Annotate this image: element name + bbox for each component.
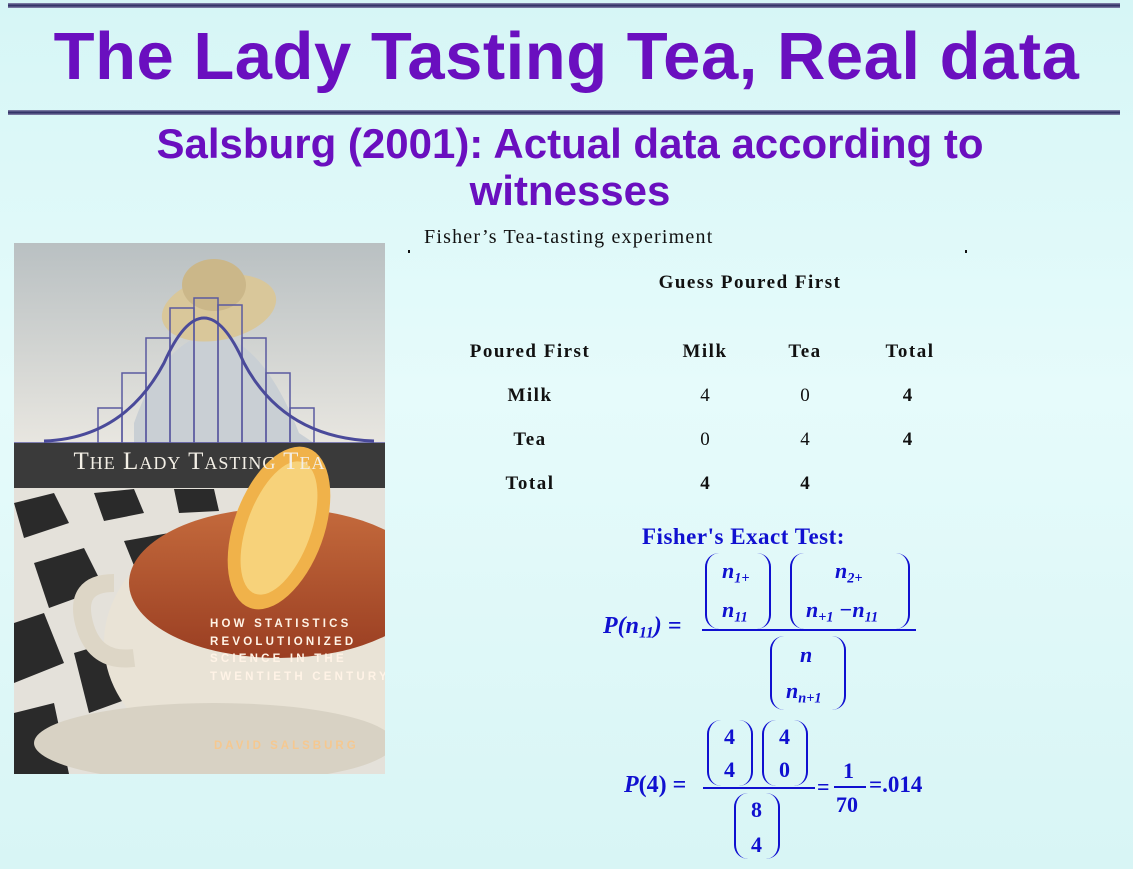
table-caption: Fisher’s Tea-tasting experiment — [424, 226, 714, 248]
binomial-top: 8 — [751, 797, 762, 822]
table-cell: 4 — [800, 473, 810, 494]
row-header: Poured First — [469, 341, 591, 362]
binomial-top: 4 — [724, 724, 735, 749]
fraction-bar — [834, 786, 866, 788]
binomial-bottom: n+1 −n11 — [806, 597, 879, 626]
table-cell: 4 — [902, 385, 913, 406]
binomial-bottom: n11 — [722, 597, 748, 626]
book-subtitle-line: Twentieth Century — [210, 670, 385, 683]
title-underline — [8, 110, 1120, 115]
book-title: The Lady Tasting Tea — [73, 448, 326, 475]
result-value: =.014 — [869, 772, 923, 797]
binomial-bottom: 0 — [779, 757, 790, 782]
binomial-top: n2+ — [835, 558, 863, 587]
binomial-bottom: 4 — [724, 757, 735, 782]
binomial-parens — [790, 553, 910, 629]
binomial-parens — [707, 720, 753, 786]
table-cell: 0 — [800, 385, 810, 406]
top-rule — [8, 3, 1120, 8]
example-lhs: P(4) = — [624, 772, 687, 798]
column-header: Total — [885, 341, 935, 362]
book-subtitle-line: Revolutionized — [210, 635, 357, 648]
table-cell: 4 — [902, 429, 913, 450]
column-group-header: Guess Poured First — [658, 272, 842, 293]
row-label: Total — [505, 473, 555, 494]
row-label: Milk — [507, 385, 553, 406]
table-cell: 4 — [700, 385, 710, 406]
binomial-parens — [734, 793, 780, 859]
binomial-top: n1+ — [722, 558, 750, 587]
column-header: Tea — [788, 341, 822, 362]
slide-title: The Lady Tasting Tea, Real data — [53, 19, 1080, 94]
table-cell: 4 — [700, 473, 710, 494]
table-corner-mark — [965, 250, 967, 253]
binomial-bottom: nn+1 — [786, 678, 822, 707]
book-cover-illustration — [14, 243, 385, 774]
binomial-top: 4 — [779, 724, 790, 749]
column-header: Milk — [682, 341, 728, 362]
equals-sign: = — [817, 774, 830, 799]
binomial-parens — [762, 720, 808, 786]
book-author: David Salsburg — [214, 740, 359, 752]
slide-subtitle: Salsburg (2001): Actual data according t… — [156, 120, 984, 214]
fraction-denominator: 70 — [836, 792, 858, 817]
row-label: Tea — [513, 429, 547, 450]
table-corner-mark — [408, 250, 410, 253]
fraction-bar — [702, 629, 916, 631]
binomial-bottom: 4 — [751, 832, 762, 857]
fraction-numerator: 1 — [843, 758, 854, 783]
binomial-parens — [705, 553, 771, 629]
book-subtitle-line: Science in the — [210, 653, 347, 665]
book-cover-image: The Lady Tasting Tea How Statistics Revo… — [14, 243, 385, 774]
binomial-parens — [770, 636, 846, 710]
binomial-top: n — [800, 642, 813, 667]
book-subtitle-line: How Statistics — [210, 618, 352, 630]
table-cell: 4 — [800, 429, 810, 450]
formula-lhs: P(n11) = — [603, 613, 682, 642]
formula-heading: Fisher's Exact Test: — [642, 524, 845, 549]
fraction-bar — [703, 787, 815, 789]
table-cell: 0 — [700, 429, 710, 450]
book-subtitle: How Statistics Revolutionized Science in… — [210, 616, 385, 686]
